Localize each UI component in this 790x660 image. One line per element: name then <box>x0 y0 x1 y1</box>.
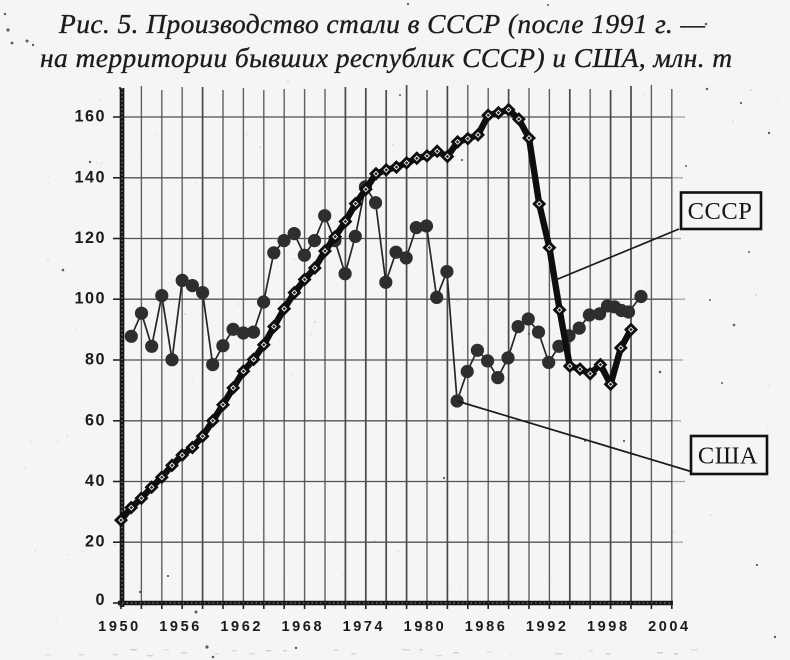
svg-text:1956: 1956 <box>159 619 202 635</box>
svg-text:0: 0 <box>95 591 106 609</box>
svg-text:1962: 1962 <box>220 619 263 635</box>
svg-text:1986: 1986 <box>465 619 508 635</box>
svg-text:СССР: СССР <box>688 198 753 225</box>
svg-text:2004: 2004 <box>648 619 691 635</box>
svg-text:1998: 1998 <box>587 619 630 635</box>
svg-text:100: 100 <box>74 290 106 308</box>
svg-text:140: 140 <box>74 168 106 186</box>
svg-text:160: 160 <box>74 108 106 126</box>
svg-text:60: 60 <box>85 411 106 429</box>
svg-text:80: 80 <box>85 351 106 369</box>
svg-text:20: 20 <box>85 533 106 551</box>
svg-text:1992: 1992 <box>526 619 569 635</box>
svg-text:Рис. 5. Производство стали в С: Рис. 5. Производство стали в СССР (после… <box>58 8 705 39</box>
svg-text:120: 120 <box>74 229 106 247</box>
svg-text:40: 40 <box>85 472 106 490</box>
svg-text:1980: 1980 <box>404 619 447 635</box>
svg-text:1950: 1950 <box>98 619 141 635</box>
svg-text:1968: 1968 <box>281 619 324 635</box>
svg-text:1974: 1974 <box>343 619 386 635</box>
svg-text:на территории бывших республик: на территории бывших республик СССР) и С… <box>40 42 733 73</box>
svg-text:США: США <box>698 443 758 470</box>
